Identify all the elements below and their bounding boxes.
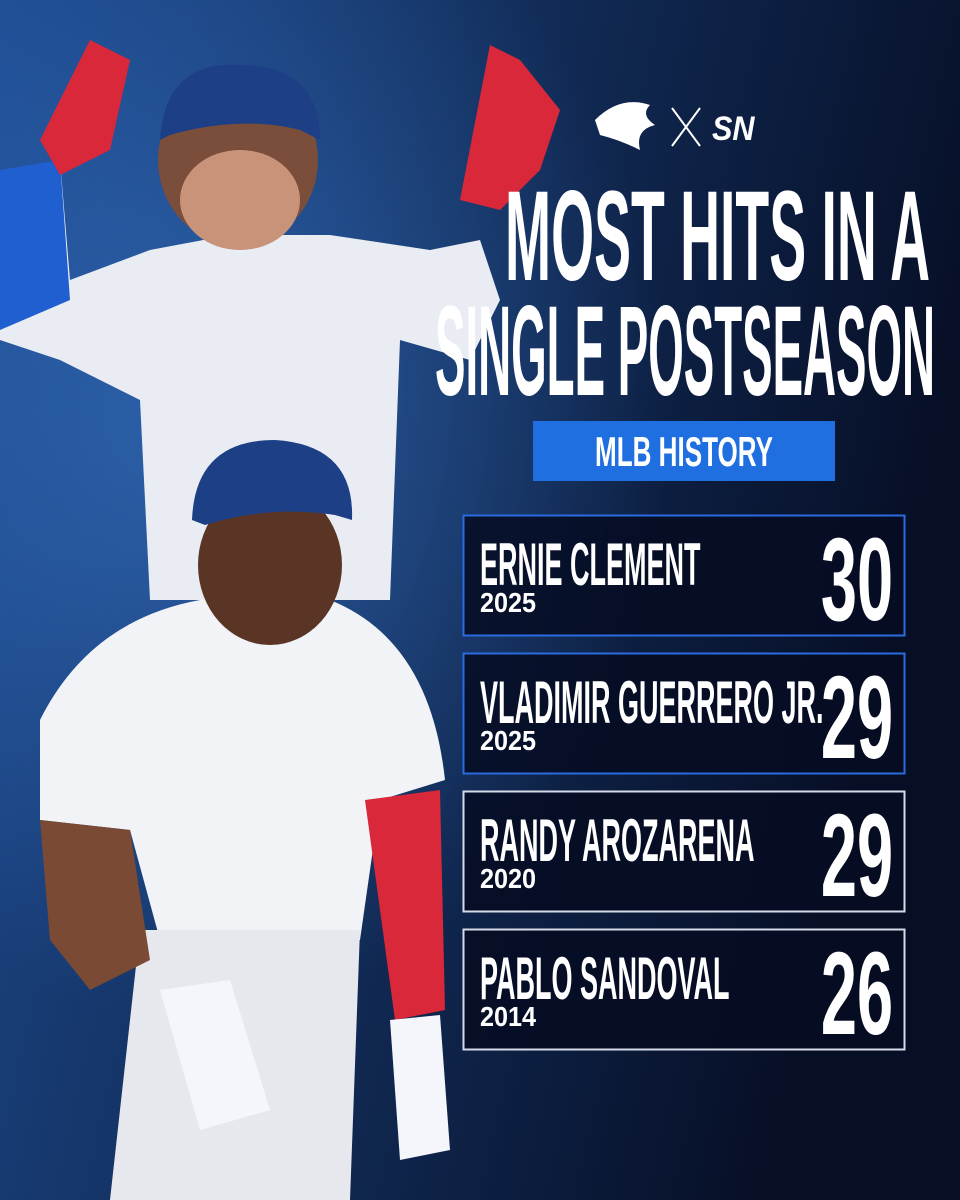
season-year: 2014 [480, 1001, 536, 1033]
title-line: SINGLE POSTSEASON [435, 280, 935, 423]
hit-total: 26 [821, 929, 893, 1060]
badge-label: MLB HISTORY [595, 429, 773, 476]
ranking-row: VLADIMIR GUERRERO JR.2025 29 [462, 652, 906, 784]
season-year: 2020 [480, 863, 536, 895]
row-box [462, 790, 906, 913]
player-name: VLADIMIR GUERRERO JR. [480, 669, 823, 736]
team-logo [595, 102, 655, 150]
partner-logo: SN [712, 110, 755, 148]
player-photo-back [0, 40, 560, 600]
cross [671, 107, 701, 147]
row-box [462, 652, 906, 775]
row-box [462, 928, 906, 1051]
season-year: 2025 [480, 587, 536, 619]
hit-total: 29 [821, 653, 893, 784]
player-photo-front [40, 440, 450, 1200]
badge [533, 421, 835, 481]
player-name: PABLO SANDOVAL [480, 945, 729, 1012]
hit-total: 30 [821, 515, 893, 646]
hit-total: 29 [821, 791, 893, 922]
season-year: 2025 [480, 725, 536, 757]
logo-row: SN [595, 102, 755, 150]
player-name: RANDY AROZARENA [480, 807, 754, 874]
row-box [462, 514, 906, 637]
player-name: ERNIE CLEMENT [480, 531, 700, 598]
title-line: MOST HITS IN A [505, 165, 930, 308]
